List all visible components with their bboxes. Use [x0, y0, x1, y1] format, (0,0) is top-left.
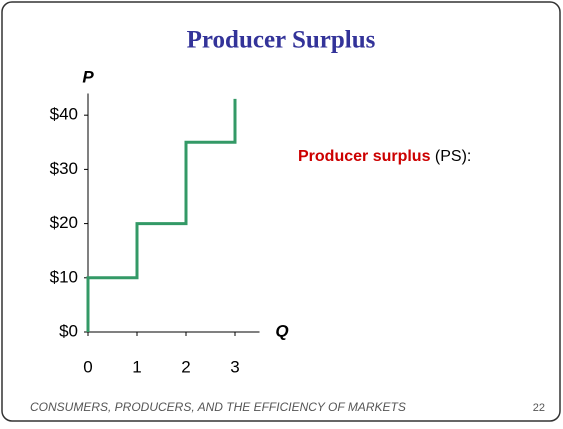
page-number: 22: [533, 402, 545, 414]
x-tick-label: 1: [132, 357, 141, 376]
y-tick-label: $0: [59, 321, 78, 340]
footer: CONSUMERS, PRODUCERS, AND THE EFFICIENCY…: [30, 400, 406, 414]
y-tick-label: $10: [50, 267, 78, 286]
annotation: Producer surplus (PS):: [298, 148, 471, 165]
annotation-bold: Producer surplus: [298, 148, 431, 165]
y-axis-label: P: [82, 67, 94, 86]
x-axis-label: Q: [275, 321, 288, 340]
x-tick-label: 3: [230, 357, 239, 376]
x-tick-label: 0: [83, 357, 92, 376]
y-tick-label: $30: [50, 159, 78, 178]
slide-border: [1, 1, 561, 422]
chart-title: Producer Surplus: [187, 27, 376, 54]
x-tick-label: 2: [181, 357, 190, 376]
y-tick-label: $40: [50, 105, 78, 124]
annotation-rest: (PS):: [430, 148, 471, 165]
y-tick-label: $20: [50, 213, 78, 232]
supply-curve: [86, 98, 237, 332]
